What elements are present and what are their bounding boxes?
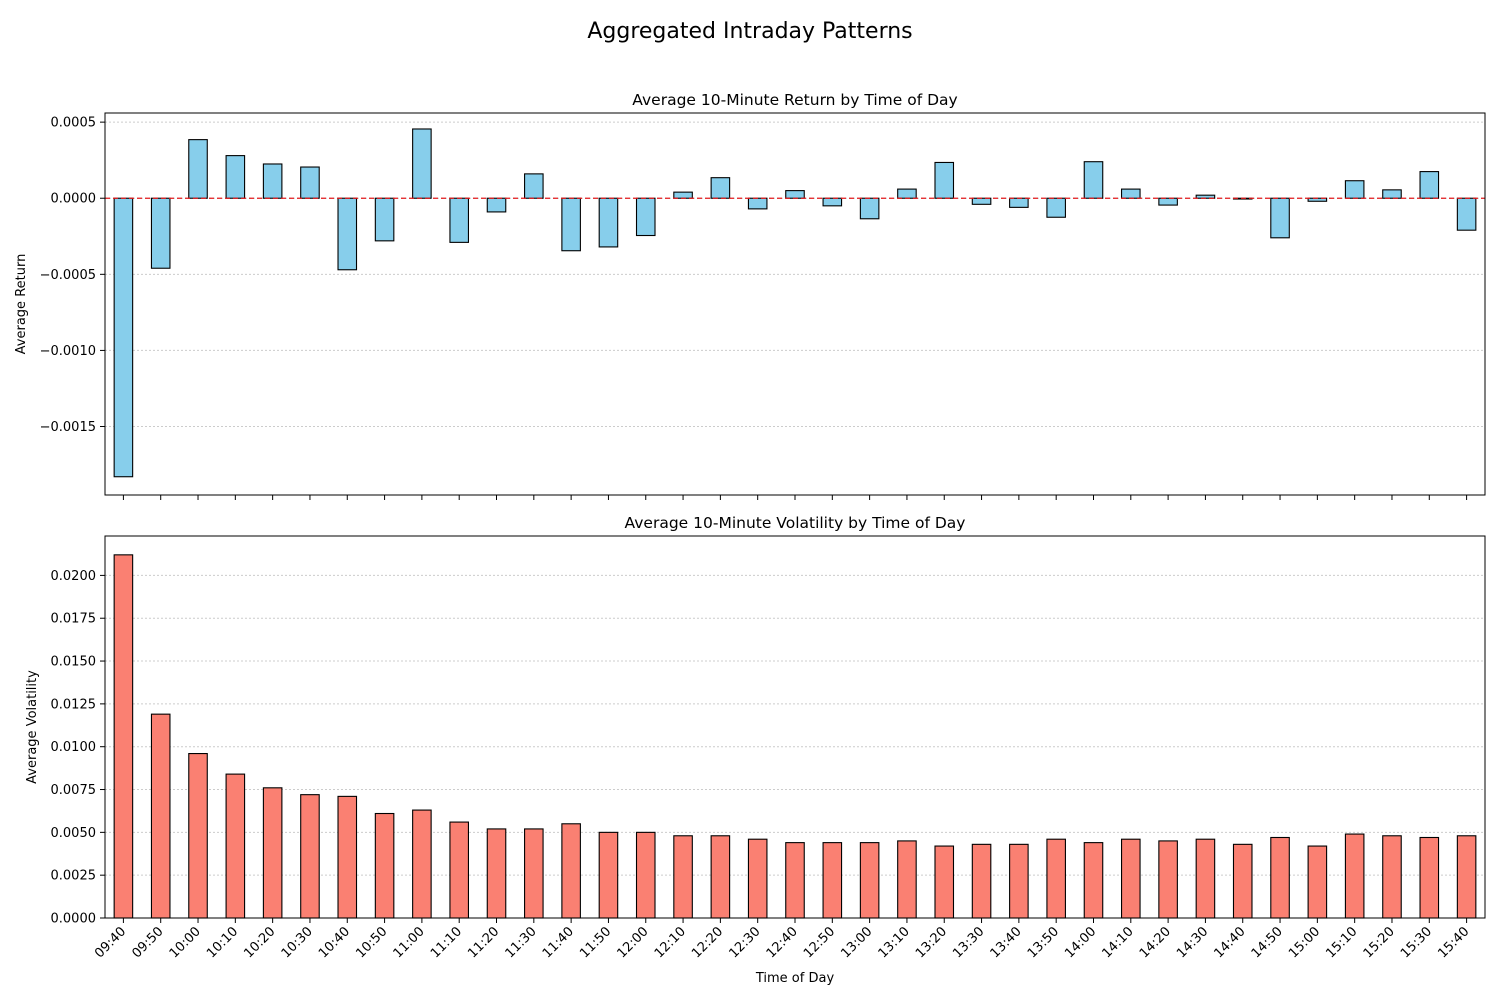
bar-1000 bbox=[188, 139, 208, 199]
bar-1310 bbox=[897, 188, 917, 199]
bar-1050 bbox=[374, 812, 395, 919]
bar-0940 bbox=[113, 554, 134, 919]
bar-1100 bbox=[412, 809, 432, 919]
bar-1040 bbox=[337, 197, 358, 271]
figure-suptitle: Aggregated Intraday Patterns bbox=[587, 19, 912, 44]
bar-1120 bbox=[486, 197, 507, 213]
y-tick-label: 0.0150 bbox=[51, 655, 97, 670]
bar-1050 bbox=[374, 197, 395, 242]
y-tick-label: 0.0075 bbox=[51, 783, 97, 798]
bar-1520 bbox=[1382, 189, 1402, 199]
bar-1520 bbox=[1382, 835, 1402, 919]
bar-1420 bbox=[1158, 197, 1178, 206]
bar-1000 bbox=[188, 753, 208, 919]
y-tick-label: 0.0125 bbox=[51, 697, 97, 712]
y-tick-label: 0.0100 bbox=[51, 740, 97, 755]
bar-1510 bbox=[1344, 180, 1365, 199]
bar-1140 bbox=[561, 823, 581, 919]
returns-panel: 0.0005 0.0000 −0.0005 −0.0010 −0.0015 Averag… bbox=[14, 91, 1486, 500]
bar-1450 bbox=[1270, 836, 1290, 919]
y-tick-label: 0.0025 bbox=[51, 869, 97, 884]
bar-1150 bbox=[598, 831, 619, 919]
bar-1230 bbox=[747, 838, 768, 919]
returns-chart-title: Average 10-Minute Return by Time of Day bbox=[632, 91, 957, 109]
bar-1200 bbox=[635, 831, 656, 919]
volatility-x-axis-label: Time of Day bbox=[755, 971, 835, 986]
bar-1010 bbox=[225, 155, 246, 199]
y-tick-label: −0.0005 bbox=[40, 268, 96, 283]
bar-1020 bbox=[262, 787, 283, 919]
bar-1220 bbox=[710, 835, 731, 919]
bar-1030 bbox=[300, 794, 320, 919]
bar-1330 bbox=[971, 843, 992, 919]
bar-0950 bbox=[150, 713, 171, 919]
bar-1150 bbox=[598, 197, 619, 248]
bar-1530 bbox=[1419, 836, 1440, 919]
bar-1250 bbox=[822, 197, 843, 207]
bar-1130 bbox=[524, 828, 544, 919]
y-tick-label: 0.0000 bbox=[51, 912, 97, 927]
volatility-y-ticks: 0.0000 0.0025 0.0050 0.0075 0.0100 0.0125 0.01… bbox=[51, 569, 105, 927]
bar-1110 bbox=[449, 821, 470, 919]
bar-1350 bbox=[1046, 197, 1066, 218]
bar-1440 bbox=[1232, 843, 1253, 919]
y-tick-label: 0.0000 bbox=[51, 192, 97, 207]
bar-1030 bbox=[300, 166, 320, 199]
returns-bars bbox=[113, 128, 1477, 478]
bar-1300 bbox=[859, 842, 880, 919]
bar-1400 bbox=[1083, 161, 1104, 199]
bar-1020 bbox=[262, 163, 283, 199]
bar-1410 bbox=[1121, 188, 1141, 199]
y-tick-label: 0.0050 bbox=[51, 826, 97, 841]
bar-1350 bbox=[1046, 838, 1066, 919]
returns-y-axis-label: Average Return bbox=[14, 254, 29, 355]
bar-1250 bbox=[822, 842, 843, 919]
bar-1240 bbox=[785, 842, 805, 919]
bar-1430 bbox=[1195, 838, 1216, 919]
bar-1300 bbox=[859, 197, 880, 220]
bar-1510 bbox=[1344, 833, 1365, 919]
returns-y-ticks: 0.0005 0.0000 −0.0005 −0.0010 −0.0015 bbox=[40, 116, 105, 435]
bar-1330 bbox=[971, 197, 992, 205]
bar-1110 bbox=[449, 197, 470, 243]
bar-1220 bbox=[710, 177, 731, 199]
bar-1240 bbox=[785, 190, 805, 199]
bar-1420 bbox=[1158, 840, 1178, 919]
bar-1340 bbox=[1009, 843, 1029, 919]
bar-1140 bbox=[561, 197, 581, 252]
bar-1410 bbox=[1121, 838, 1141, 919]
bar-1310 bbox=[897, 840, 917, 919]
bar-1530 bbox=[1419, 171, 1440, 199]
bar-1450 bbox=[1270, 197, 1290, 239]
volatility-y-axis-label: Average Volatility bbox=[25, 670, 40, 784]
y-tick-label: −0.0015 bbox=[40, 420, 96, 435]
bar-1210 bbox=[673, 191, 693, 199]
bar-1040 bbox=[337, 795, 358, 919]
bar-1200 bbox=[635, 197, 656, 237]
bar-1210 bbox=[673, 835, 693, 919]
bar-1540 bbox=[1456, 835, 1477, 919]
bar-1320 bbox=[934, 161, 955, 199]
bar-1500 bbox=[1307, 845, 1328, 919]
bar-1400 bbox=[1083, 842, 1104, 919]
y-tick-label: 0.0175 bbox=[51, 612, 97, 627]
bar-1130 bbox=[524, 173, 544, 199]
bar-1100 bbox=[412, 128, 432, 199]
bar-1540 bbox=[1456, 197, 1477, 231]
bar-0950 bbox=[150, 197, 171, 269]
returns-x-ticks bbox=[122, 495, 1468, 500]
bar-1340 bbox=[1009, 197, 1029, 208]
y-tick-label: −0.0010 bbox=[40, 344, 96, 359]
y-tick-label: 0.0200 bbox=[51, 569, 97, 584]
bar-1320 bbox=[934, 845, 955, 919]
bar-1120 bbox=[486, 828, 507, 919]
volatility-chart-title: Average 10-Minute Volatility by Time of … bbox=[625, 514, 966, 532]
y-tick-label: 0.0005 bbox=[51, 116, 97, 131]
bar-1230 bbox=[747, 197, 768, 210]
bar-1010 bbox=[225, 773, 246, 919]
bar-0940 bbox=[113, 197, 134, 478]
